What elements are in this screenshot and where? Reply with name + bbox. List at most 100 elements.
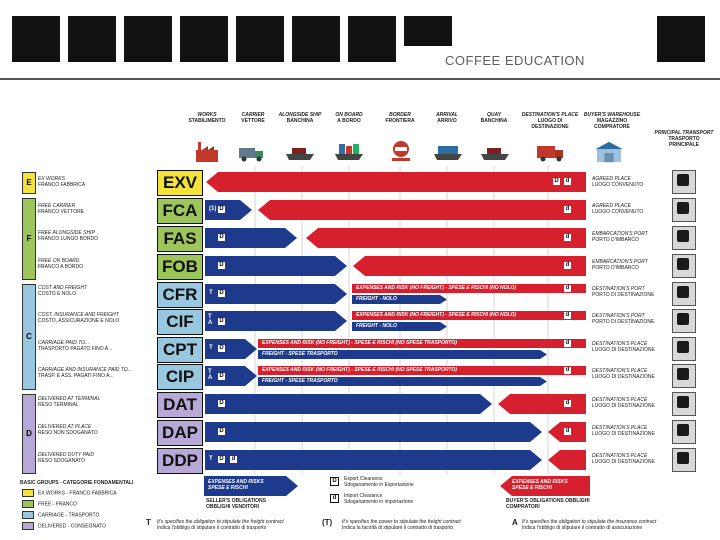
legend-item: FREE - FRANCO	[22, 500, 77, 508]
col-en: WORKS	[197, 112, 217, 118]
dest-en: EMBARCATION'S PORT	[592, 231, 648, 237]
dest-en: DESTINATION'S PLACE	[592, 341, 648, 347]
column-header-transport: PRINCIPAL TRANSPORT TRASPORTO PRINCIPALE	[654, 130, 714, 148]
col-it: STABILIMENTO	[188, 118, 226, 124]
fas-seller-bar	[205, 228, 297, 248]
column-header-onboard: ON BOARD A BORDO	[319, 112, 379, 124]
legend-en: Import Clearance	[344, 493, 383, 499]
seller-legend-text: EXPENSES AND RISKS SPESE E RISCHI	[208, 479, 264, 491]
row-it: RESO NON SDOGANATO	[38, 430, 98, 436]
code-ddp: DDP	[157, 448, 203, 474]
column-header-arrival: ARRIVAL ARRIVO	[417, 112, 477, 124]
col-it: MAGAZZINO COMPRATORE	[594, 118, 630, 130]
dest-label-cif: DESTINATION'S PORT PORTO DI DESTINAZIONE	[592, 313, 672, 325]
row-label-dap: DELIVERED AT PLACE RESO NON SDOGANATO	[38, 424, 158, 436]
multimodal-icon	[677, 396, 689, 408]
ship-loaded-icon	[335, 144, 363, 160]
legend-swatch	[22, 522, 34, 530]
column-header-alongside: ALONGSIDE SHIP BANCHINA	[270, 112, 330, 124]
code-fca: FCA	[157, 198, 203, 224]
dest-it: LUOGO CONVENUTO	[592, 209, 644, 215]
row-en: DELIVERED AT PLACE	[38, 424, 92, 430]
code-fob: FOB	[157, 254, 203, 280]
col-it: BANCHINA	[480, 118, 508, 124]
dest-label-cip: DESTINATION'S PLACE LUOGO DI DESTINAZIONE	[592, 368, 672, 380]
code-cif: CIF	[157, 309, 203, 335]
import-clearance-box: d	[564, 312, 571, 319]
cif-mark: T A	[208, 314, 213, 326]
import-clearance-box: d	[564, 428, 571, 435]
dest-label-exw: AGREED PLACE LUOGO CONVENUTO	[592, 176, 672, 188]
cpt-risk-label: EXPENSES AND RISK (NO FREIGHT) - SPESE E…	[262, 340, 457, 346]
cfr-freight-label: FREIGHT - NOLO	[356, 296, 397, 302]
brand-title: COFFEE EDUCATION	[445, 53, 585, 68]
row-it: RESO TERMINAL	[38, 402, 79, 408]
row-label-cif: COST, INSURANCE AND FREIGHT COSTO, ASSICU…	[38, 312, 158, 324]
dest-en: DESTINATION'S PLACE	[592, 397, 648, 403]
legend-it: Indica l'obbligo di stipulare il contrat…	[522, 525, 643, 531]
p-legend-symbol: (T)	[322, 518, 333, 527]
transport-icon-box	[672, 448, 696, 472]
legend-label: DELIVERED - CONSEGNATO	[38, 523, 106, 530]
import-clearance-legend: Import Clearance Sdoganamento in importaz…	[344, 493, 494, 505]
col-it: LUOGO DI DESTINAZIONE	[531, 118, 569, 130]
code-cpt: CPT	[157, 337, 203, 363]
dest-en: DESTINATION'S PLACE	[592, 425, 648, 431]
column-header-destination: DESTINATION'S PLACE LUOGO DI DESTINAZIONE	[520, 112, 580, 130]
legend-label: CARRIAGE - TRASPORTO	[38, 512, 100, 519]
t-legend-symbol: T	[146, 518, 151, 527]
t-legend-note: It's specifies the obligation to stipula…	[157, 519, 317, 531]
row-label-cip: CARRIAGE AND INSURANCE PAID TO... TRASP. …	[38, 367, 158, 379]
ship-icon	[677, 230, 689, 242]
import-clearance-box: d	[564, 367, 571, 374]
multimodal-icon	[677, 341, 689, 353]
row-en: COST, INSURANCE AND FREIGHT	[38, 312, 119, 318]
export-clearance-box: D	[218, 456, 225, 463]
ship-icon	[286, 148, 314, 160]
legend-en: Export Clearance	[344, 476, 383, 482]
dest-it: PORTO DI DESTINAZIONE	[592, 292, 655, 298]
exw-buyer-bar	[206, 172, 586, 192]
export-clearance-legend: Export Clearance Sdoganamento in Esportaz…	[344, 476, 494, 488]
dest-label-fob: EMBARCATION'S PORT PORTO D'IMBARCO	[592, 259, 672, 271]
legend-item: EX WORKS - FRANCO FABBRICA	[22, 489, 117, 497]
row-en: DELIVERED AT TERMINAL	[38, 396, 101, 402]
row-label-cpt: CARRIAGE PAID TO... TRASPORTO PAGATO FINO…	[38, 340, 158, 352]
header-square	[657, 16, 705, 62]
row-it: FRANCO A BORDO	[38, 264, 84, 270]
import-clearance-box: d	[564, 178, 571, 185]
row-label-fas: FREE ALONGSIDE SHIP FRANCO LUNGO BORDO	[38, 230, 158, 242]
row-en: DELIVERED DUTY PAID	[38, 452, 94, 458]
export-clearance-box: D	[218, 428, 225, 435]
transport-icon-box	[672, 392, 696, 416]
code-cfr: CFR	[157, 282, 203, 308]
truck-plane-icon	[677, 202, 689, 214]
row-it: FRANCO FABBRICA	[38, 182, 86, 188]
transport-icon-box	[672, 420, 696, 444]
row-label-exw: EX WORKS FRANCO FABBRICA	[38, 176, 158, 188]
a-legend-symbol: A	[512, 518, 518, 527]
col-en: ON BOARD	[335, 112, 363, 118]
export-clearance-box: D	[218, 290, 225, 297]
row-label-ddp: DELIVERED DUTY PAID RESO SDOGANATO	[38, 452, 158, 464]
transport-icon-box	[672, 254, 696, 278]
legend-item: DELIVERED - CONSEGNATO	[22, 522, 106, 530]
header-square	[124, 16, 172, 62]
cfr-risk-bar	[352, 284, 586, 293]
ship-icon	[677, 258, 689, 270]
header-square	[68, 16, 116, 62]
col-it: TRASPORTO PRINCIPALE	[668, 136, 700, 148]
dest-en: EMBARCATION'S PORT	[592, 259, 648, 265]
import-clearance-box: d	[564, 234, 571, 241]
import-clearance-box: d	[564, 285, 571, 292]
legend-en: It's specifies the obligation to stipula…	[522, 519, 657, 525]
legend-it: Indica la facoltà di stipulare il contra…	[342, 525, 454, 531]
group-f: F	[22, 198, 36, 280]
legend-swatch	[22, 500, 34, 508]
multimodal-icon	[677, 368, 689, 380]
transport-icon-box	[672, 309, 696, 333]
border-icon	[392, 141, 410, 161]
transport-icon-box	[672, 337, 696, 361]
row-en: FREE ON BOARD	[38, 258, 80, 264]
